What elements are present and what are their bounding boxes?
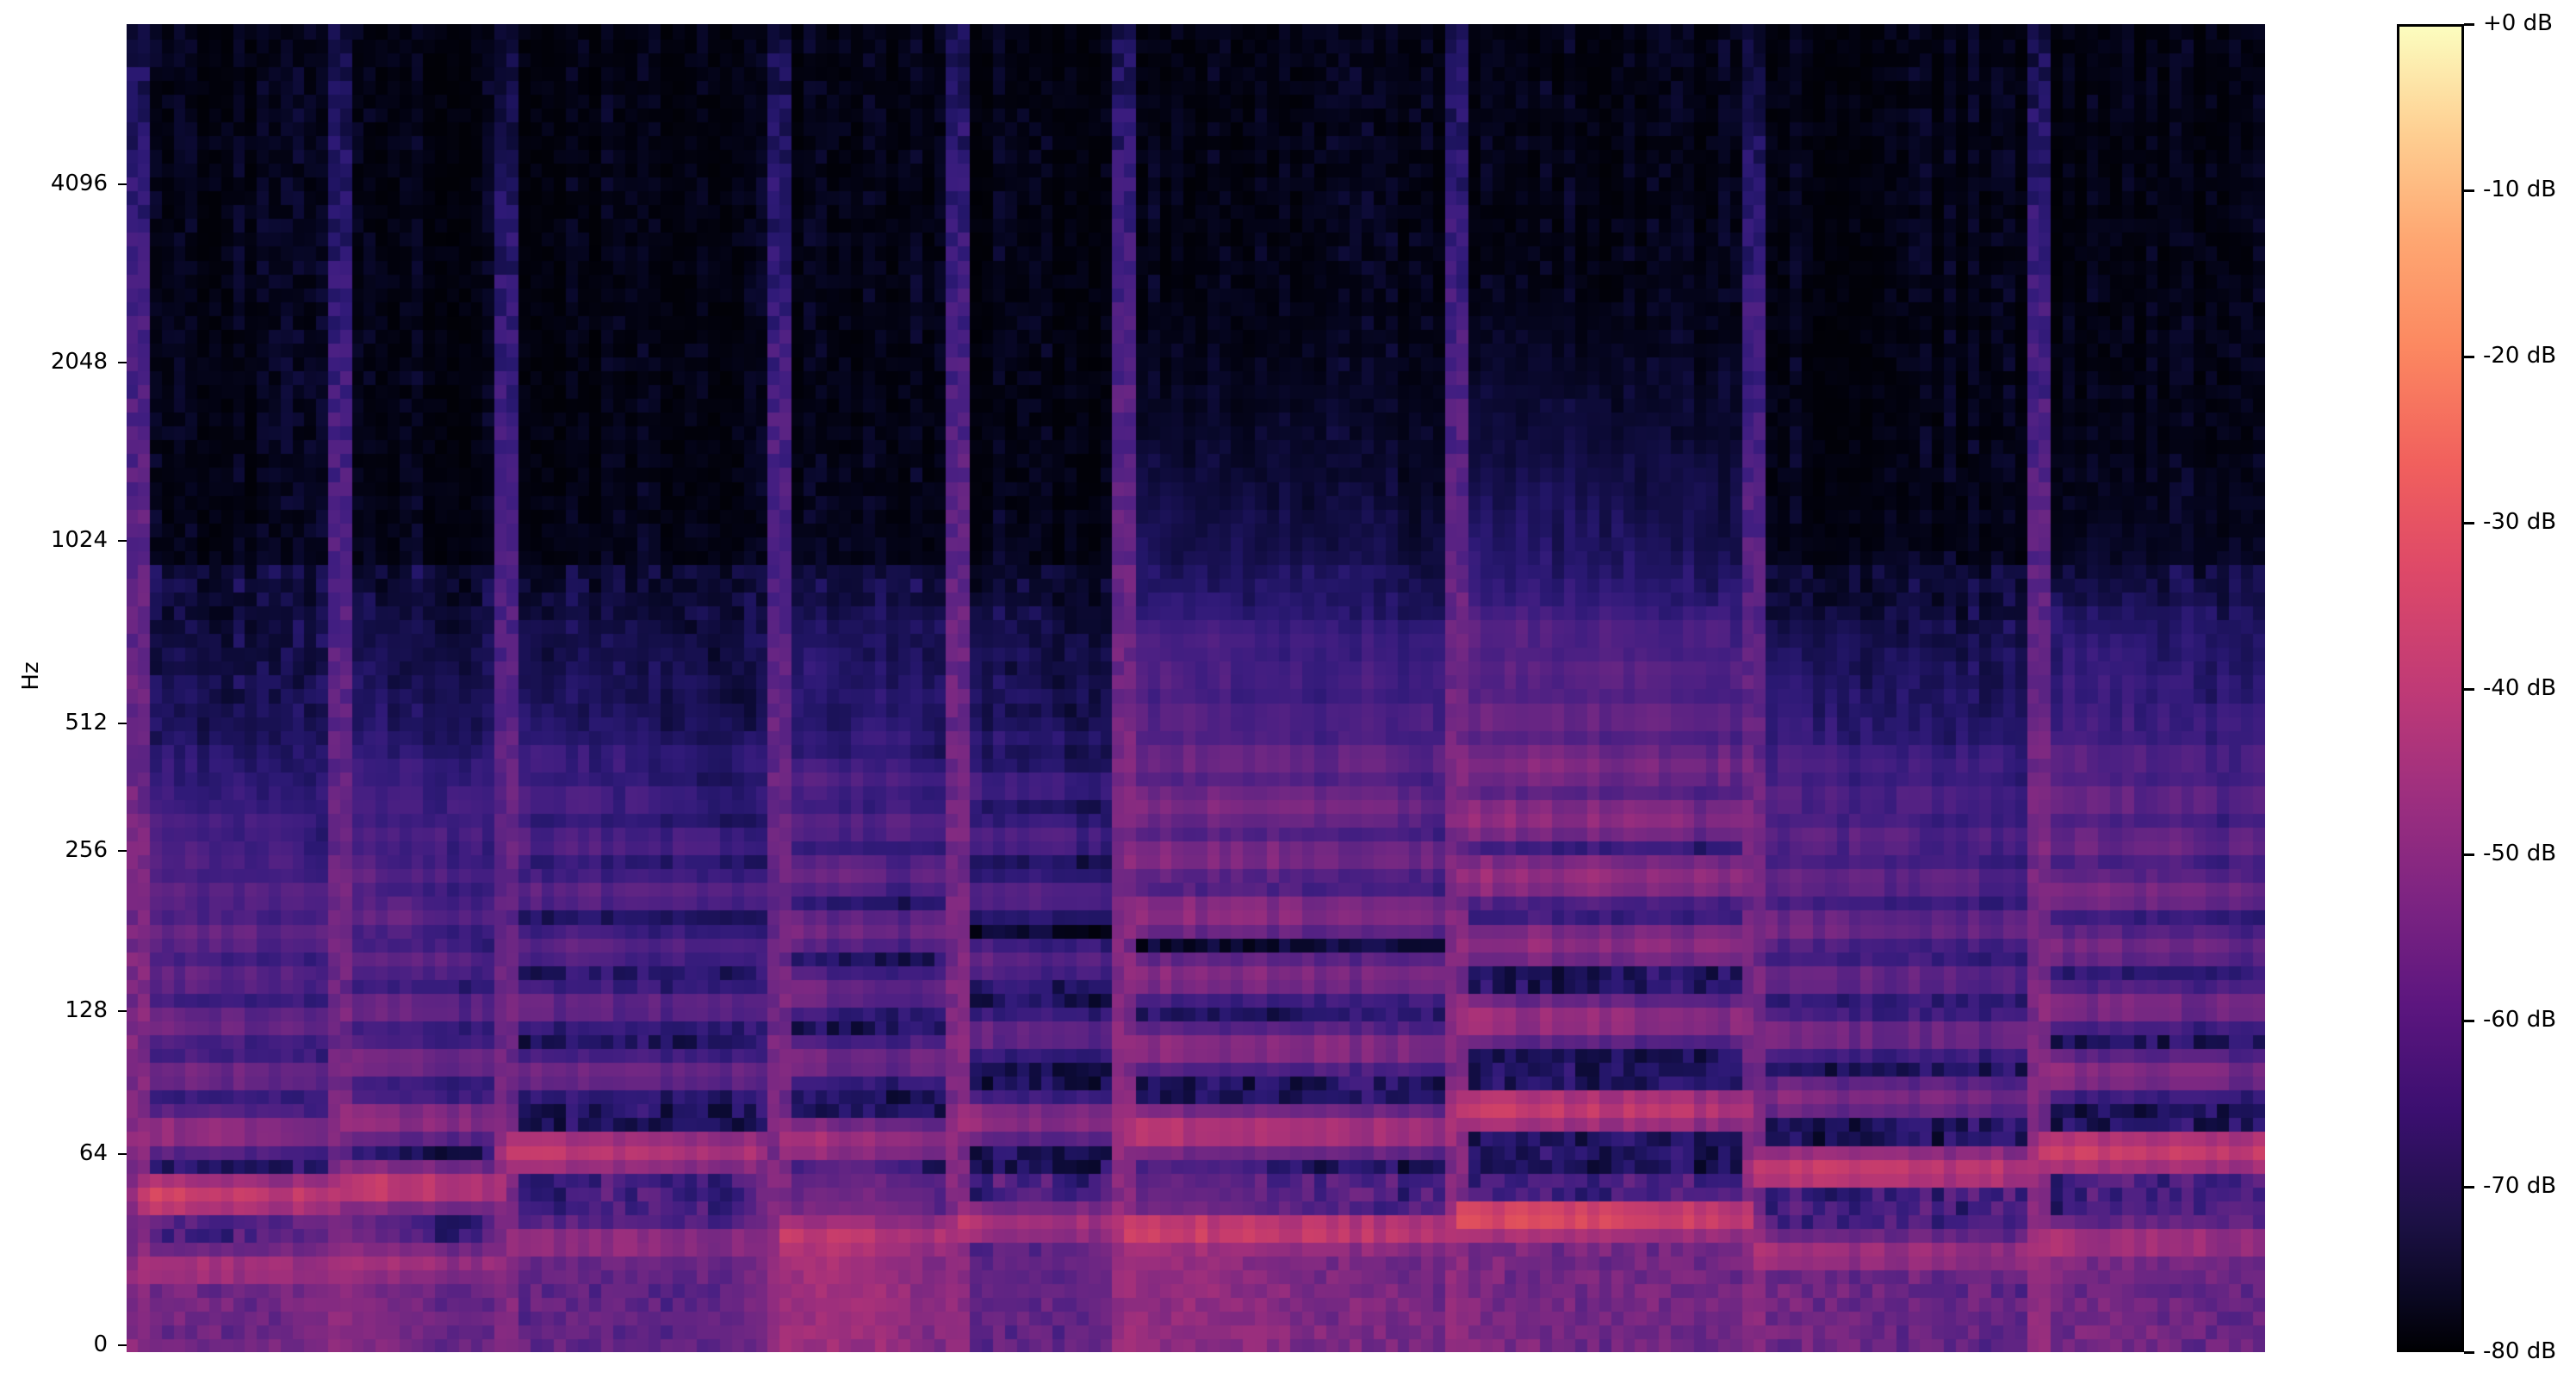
- y-axis: Hz: [0, 0, 127, 1384]
- y-tick-label: 512: [65, 710, 108, 735]
- y-tick-label: 64: [78, 1140, 108, 1166]
- colorbar-tick-label: -10 dB: [2483, 177, 2557, 202]
- y-tick-mark: [118, 850, 127, 852]
- colorbar-tick-label: -30 dB: [2483, 509, 2557, 535]
- colorbar: [2397, 24, 2464, 1352]
- colorbar-tick-label: -80 dB: [2483, 1338, 2557, 1364]
- colorbar-tick-mark: [2464, 23, 2474, 26]
- spectrogram-plot-area: [127, 24, 2265, 1352]
- y-tick-label: 256: [65, 837, 108, 863]
- y-tick-mark: [118, 183, 127, 185]
- colorbar-tick-mark: [2464, 853, 2474, 856]
- y-tick-mark: [118, 1344, 127, 1346]
- colorbar-tick-label: -20 dB: [2483, 343, 2557, 369]
- y-tick-label: 128: [65, 997, 108, 1023]
- colorbar-gradient: [2397, 24, 2464, 1352]
- colorbar-tick-mark: [2464, 1351, 2474, 1354]
- colorbar-tick-mark: [2464, 522, 2474, 524]
- y-tick-label: 4096: [50, 171, 108, 196]
- y-tick-label: 2048: [50, 349, 108, 375]
- y-tick-mark: [118, 723, 127, 724]
- colorbar-tick-label: -50 dB: [2483, 841, 2557, 866]
- colorbar-tick-mark: [2464, 1020, 2474, 1022]
- y-axis-title: Hz: [18, 661, 44, 691]
- colorbar-tick-label: +0 dB: [2483, 10, 2553, 36]
- colorbar-tick-mark: [2464, 1186, 2474, 1189]
- colorbar-tick-mark: [2464, 189, 2474, 192]
- y-tick-mark: [118, 1010, 127, 1012]
- colorbar-tick-label: -60 dB: [2483, 1007, 2557, 1033]
- y-tick-label: 0: [93, 1331, 108, 1357]
- colorbar-tick-mark: [2464, 688, 2474, 691]
- y-tick-label: 1024: [50, 527, 108, 553]
- y-tick-mark: [118, 1153, 127, 1155]
- colorbar-tick-mark: [2464, 356, 2474, 358]
- y-tick-mark: [118, 362, 127, 363]
- colorbar-tick-label: -40 dB: [2483, 675, 2557, 701]
- y-tick-mark: [118, 540, 127, 542]
- spectrogram-heatmap: [127, 24, 2265, 1352]
- colorbar-tick-label: -70 dB: [2483, 1173, 2557, 1199]
